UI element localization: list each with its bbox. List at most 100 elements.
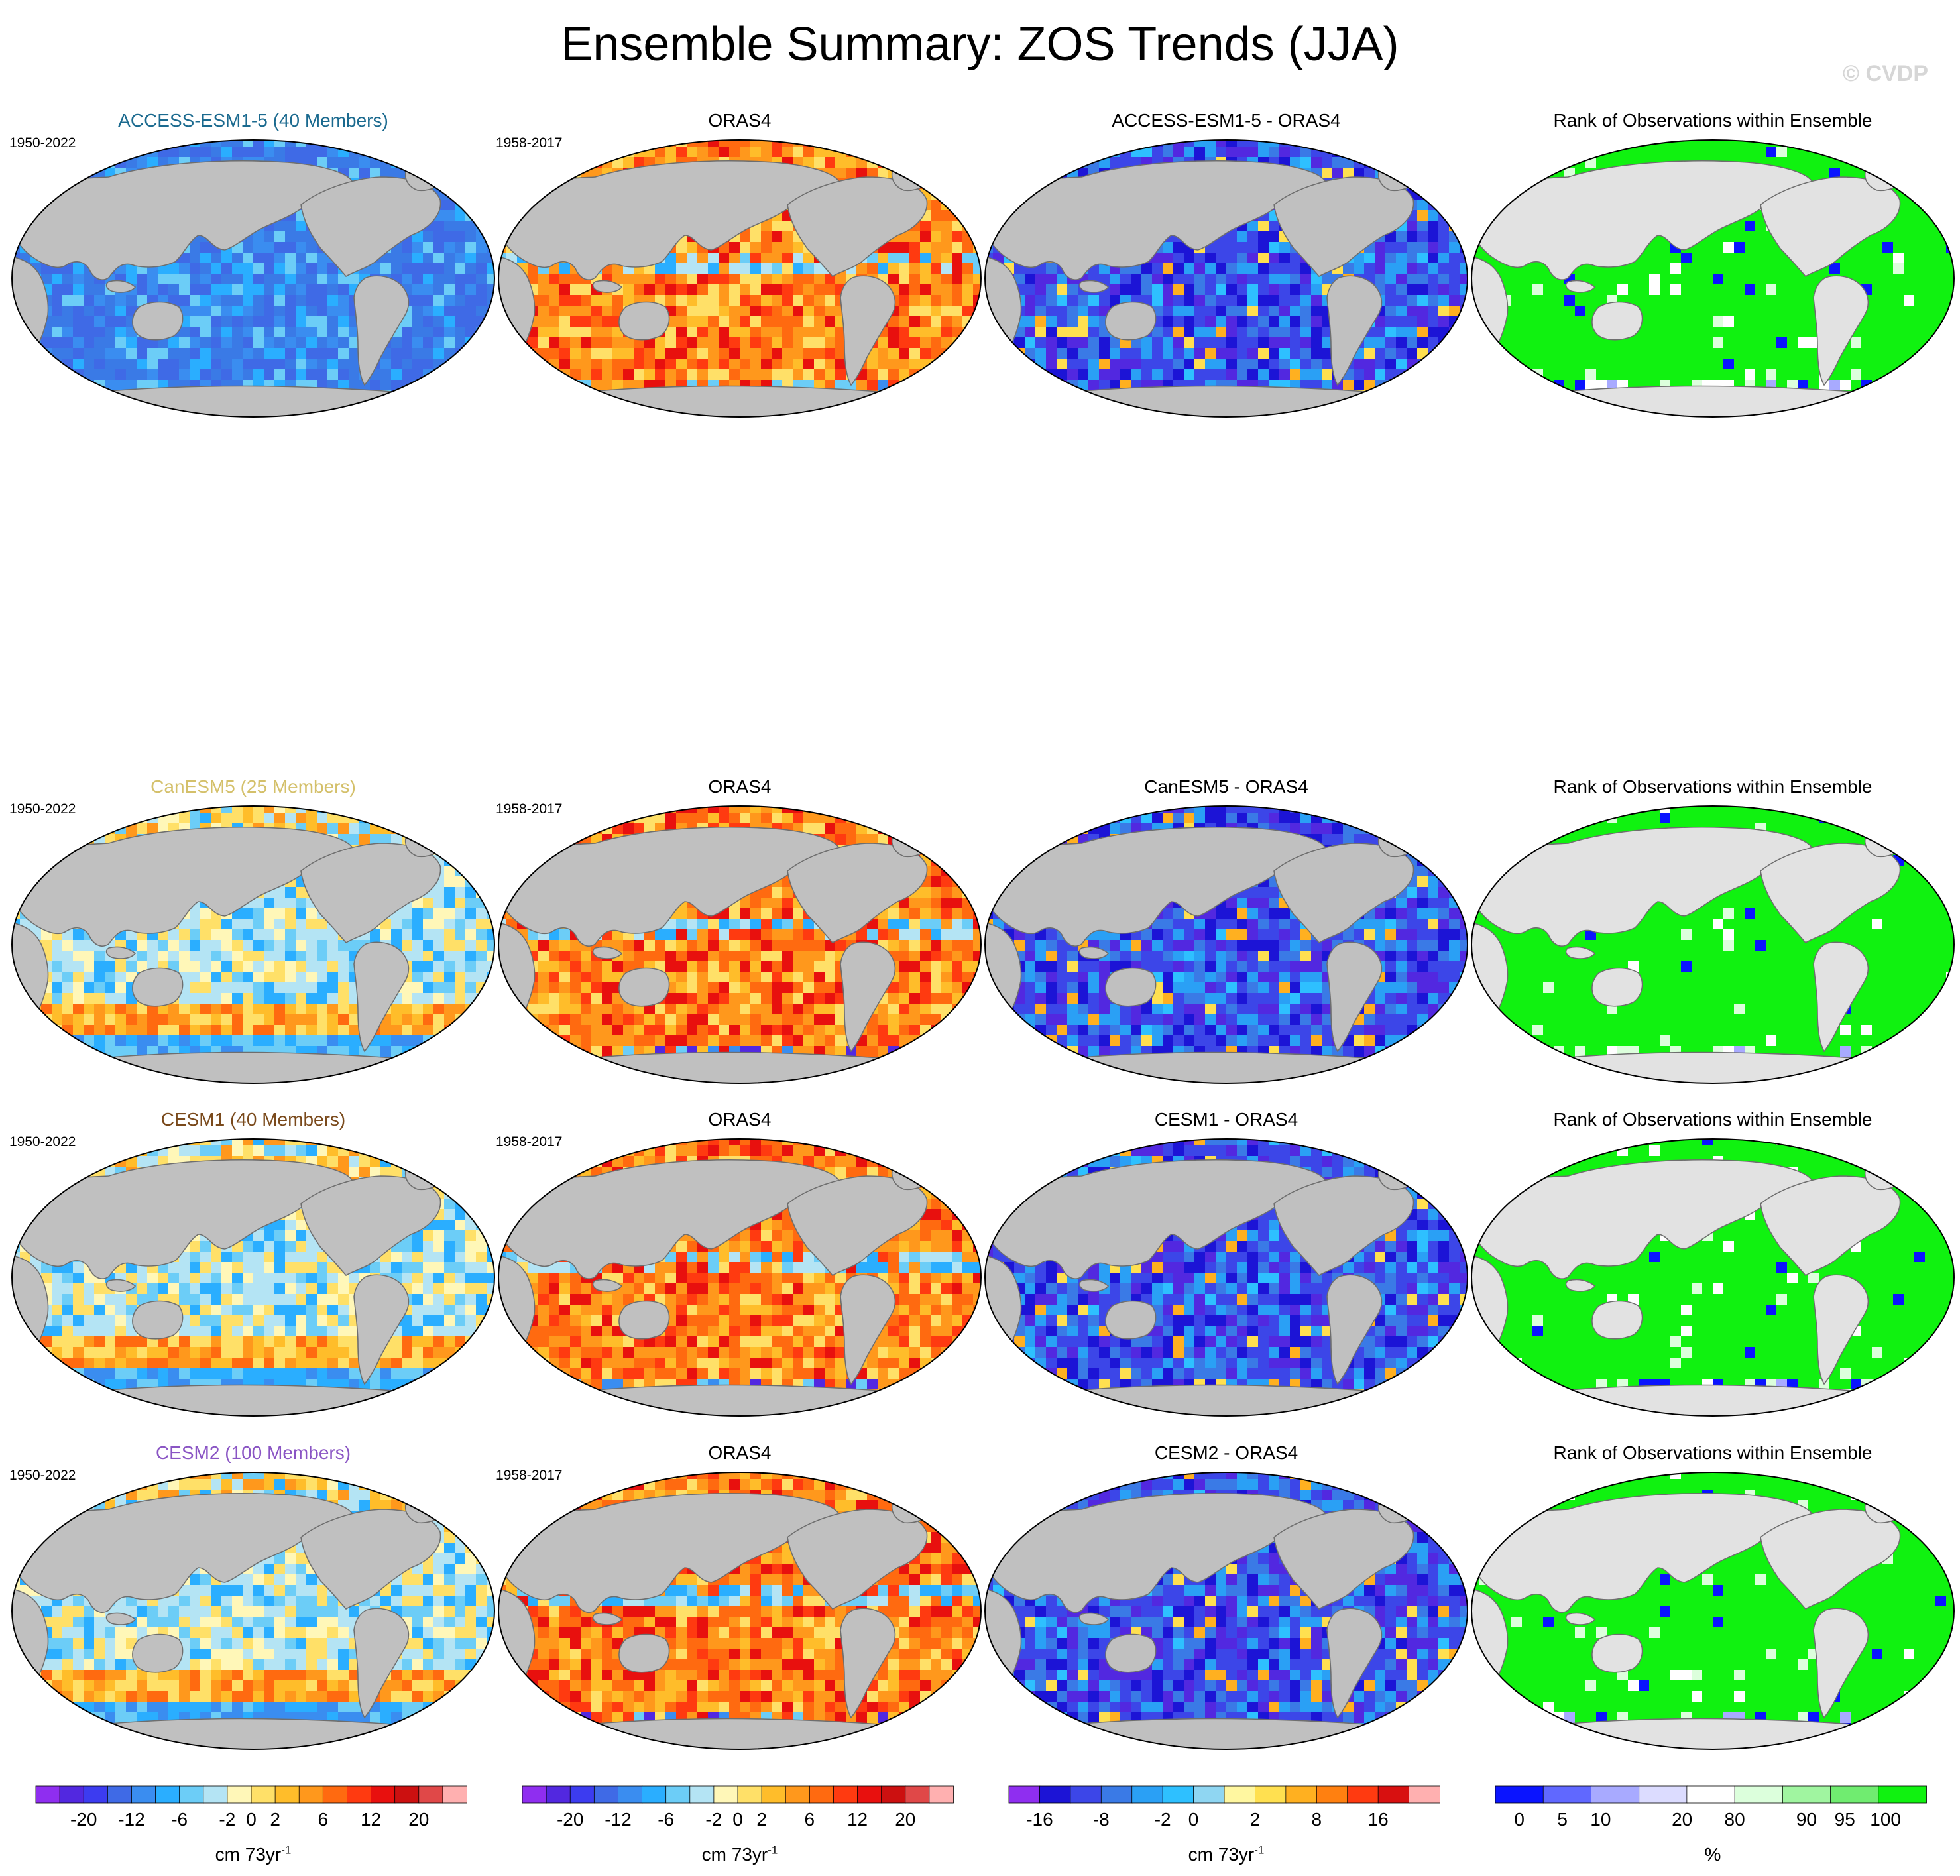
colorbar-swatch bbox=[371, 1786, 396, 1803]
landmass bbox=[62, 1385, 447, 1419]
landmass bbox=[619, 968, 669, 1006]
colorbar-swatch bbox=[1009, 1786, 1040, 1803]
colorbar-swatch bbox=[858, 1786, 882, 1803]
landmass bbox=[133, 1635, 183, 1672]
panel-title: ORAS4 bbox=[496, 109, 984, 132]
panel-title: ACCESS-ESM1-5 - ORAS4 bbox=[982, 109, 1470, 132]
units-text: cm 73yr bbox=[1188, 1844, 1255, 1865]
colorbar-tick-label: 10 bbox=[1590, 1809, 1611, 1830]
colorbar-swatch bbox=[594, 1786, 618, 1803]
map-panel: CanESM5 - ORAS4 bbox=[982, 776, 1470, 1087]
world-map bbox=[9, 1135, 497, 1420]
landmass bbox=[619, 1301, 669, 1339]
landmass bbox=[1379, 1164, 1420, 1189]
colorbar-swatch bbox=[1039, 1786, 1070, 1803]
landmass bbox=[1865, 831, 1906, 856]
colorbar-tick-label: 5 bbox=[1557, 1809, 1568, 1830]
colorbar-swatch bbox=[833, 1786, 858, 1803]
landmass bbox=[1865, 1497, 1906, 1523]
landmass bbox=[1379, 165, 1420, 190]
panel-title: CESM1 - ORAS4 bbox=[982, 1108, 1470, 1131]
colorbar-swatch bbox=[1782, 1786, 1831, 1803]
colorbar-swatch bbox=[882, 1786, 906, 1803]
colorbar-swatch bbox=[419, 1786, 443, 1803]
colorbar-swatch bbox=[714, 1786, 738, 1803]
colorbar-swatch bbox=[443, 1786, 467, 1803]
colorbar-swatch bbox=[36, 1786, 60, 1803]
colorbar-tick-label: -2 bbox=[219, 1809, 235, 1830]
map-panel: CESM2 (100 Members)1950-2022 bbox=[9, 1442, 497, 1753]
panel-title: Rank of Observations within Ensemble bbox=[1469, 776, 1957, 798]
colorbar-swatch bbox=[570, 1786, 595, 1803]
landmass bbox=[549, 1053, 933, 1086]
landmass bbox=[133, 1301, 183, 1339]
colorbar-tick-label: 80 bbox=[1725, 1809, 1745, 1830]
landmass bbox=[892, 1164, 933, 1189]
map-panel: Rank of Observations within Ensemble bbox=[1469, 1108, 1957, 1420]
landmass bbox=[133, 302, 183, 340]
colorbar-tick-label: -2 bbox=[1155, 1809, 1171, 1830]
landmass bbox=[133, 968, 183, 1006]
panel-title: ACCESS-ESM1-5 (40 Members) bbox=[9, 109, 497, 132]
colorbar-tick-label: 16 bbox=[1368, 1809, 1389, 1830]
colorbar-tick-label: 2 bbox=[270, 1809, 280, 1830]
world-map bbox=[982, 1468, 1470, 1753]
colorbar-tick-label: 20 bbox=[1672, 1809, 1692, 1830]
landmass bbox=[1592, 968, 1643, 1006]
colorbar-swatch bbox=[1316, 1786, 1348, 1803]
colorbar-swatch bbox=[156, 1786, 180, 1803]
colorbar-tick-label: 90 bbox=[1796, 1809, 1817, 1830]
colorbar-swatch bbox=[1163, 1786, 1194, 1803]
world-map bbox=[496, 802, 984, 1087]
colorbar-swatch bbox=[618, 1786, 642, 1803]
colorbar-tick-label: -2 bbox=[705, 1809, 722, 1830]
units-exponent: -1 bbox=[281, 1844, 291, 1857]
map-panel: CanESM5 (25 Members)1950-2022 bbox=[9, 776, 497, 1087]
landmass bbox=[549, 386, 933, 420]
colorbar-tick-label: -12 bbox=[605, 1809, 631, 1830]
cvdp-watermark: © CVDP bbox=[1843, 61, 1928, 87]
colorbar-swatch bbox=[1409, 1786, 1440, 1803]
units-text: cm 73yr bbox=[702, 1844, 768, 1865]
world-map bbox=[1469, 1468, 1957, 1753]
map-panel: Rank of Observations within Ensemble bbox=[1469, 776, 1957, 1087]
colorbar-swatch bbox=[1255, 1786, 1286, 1803]
colorbar-swatch bbox=[60, 1786, 84, 1803]
colorbar-swatch bbox=[1543, 1786, 1591, 1803]
colorbar-swatch bbox=[1070, 1786, 1102, 1803]
colorbar-swatch bbox=[809, 1786, 834, 1803]
colorbar-tick-label: 8 bbox=[1311, 1809, 1322, 1830]
landmass bbox=[1106, 1301, 1156, 1339]
world-map bbox=[496, 1135, 984, 1420]
colorbar-swatch bbox=[347, 1786, 371, 1803]
colorbar-swatch bbox=[1286, 1786, 1317, 1803]
units-exponent: -1 bbox=[768, 1844, 778, 1857]
map-panel: CESM2 - ORAS4 bbox=[982, 1442, 1470, 1753]
colorbar-tick-label: 95 bbox=[1835, 1809, 1855, 1830]
world-map bbox=[1469, 802, 1957, 1087]
landmass bbox=[62, 1719, 447, 1753]
colorbar-swatch bbox=[666, 1786, 691, 1803]
world-map bbox=[9, 136, 497, 421]
units-text: % bbox=[1705, 1844, 1721, 1865]
colorbar-tick-label: 0 bbox=[246, 1809, 257, 1830]
map-panel: Rank of Observations within Ensemble bbox=[1469, 109, 1957, 421]
landmass bbox=[406, 165, 447, 190]
panel-title: Rank of Observations within Ensemble bbox=[1469, 1442, 1957, 1464]
map-panel: CESM1 (40 Members)1950-2022 bbox=[9, 1108, 497, 1420]
landmass bbox=[1522, 386, 1906, 420]
landmass bbox=[1035, 386, 1420, 420]
colorbar-tick-label: -20 bbox=[557, 1809, 583, 1830]
panel-title: Rank of Observations within Ensemble bbox=[1469, 109, 1957, 132]
colorbar-swatch bbox=[180, 1786, 204, 1803]
panel-title: Rank of Observations within Ensemble bbox=[1469, 1108, 1957, 1131]
landmass bbox=[619, 1635, 669, 1672]
colorbar-swatch bbox=[1831, 1786, 1879, 1803]
world-map bbox=[982, 136, 1470, 421]
landmass bbox=[1106, 968, 1156, 1006]
